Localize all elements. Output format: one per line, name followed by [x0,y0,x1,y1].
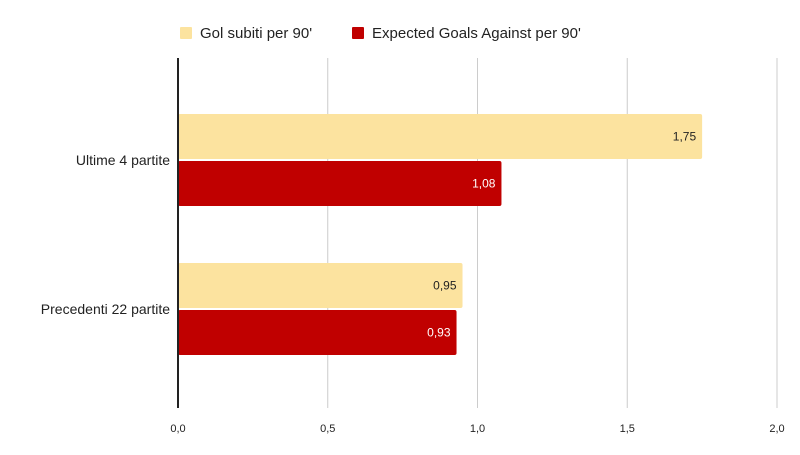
x-tick-label: 1,0 [470,423,485,435]
legend-label: Expected Goals Against per 90' [372,25,581,42]
bar [178,161,502,206]
category-label: Ultime 4 partite [76,152,170,168]
bar [178,263,463,308]
x-tick-label: 2,0 [769,423,784,435]
bar [178,310,457,355]
x-tick-label: 1,5 [620,423,635,435]
legend-swatch [180,27,192,39]
bar [178,114,703,159]
legend-swatch [352,27,364,39]
data-label: 0,95 [433,279,457,293]
data-label: 1,08 [472,177,496,191]
category-label: Precedenti 22 partite [41,301,170,317]
legend-label: Gol subiti per 90' [200,25,312,42]
data-label: 1,75 [673,130,697,144]
data-label: 0,93 [427,326,451,340]
x-tick-label: 0,5 [320,423,335,435]
x-tick-label: 0,0 [170,423,185,435]
